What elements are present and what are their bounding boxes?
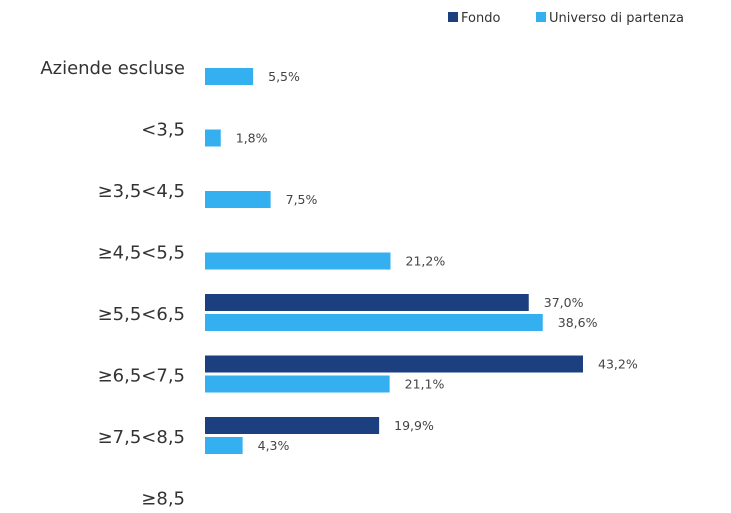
category-labels: Aziende escluse <3,5 ≥3,5<4,5 ≥4,5<5,5 ≥5,5<…: [40, 58, 185, 510]
value-label-universo-5: 21,1%: [405, 377, 445, 392]
bar-fondo-5: [205, 355, 583, 373]
legend-swatch-0: [448, 12, 458, 22]
legend: Fondo Universo di partenza: [448, 11, 684, 26]
category-label-7: ≥8,5: [141, 489, 185, 510]
category-label-3: ≥4,5<5,5: [98, 243, 185, 264]
category-label-0: Aziende escluse: [40, 58, 185, 79]
bar-universo-5: [205, 375, 390, 393]
value-labels: 5,5% 1,8% 7,5% 21,2% 37,0% 38,6% 43,2% 21,1% 19,…: [236, 69, 638, 453]
bar-universo-3: [205, 252, 391, 270]
category-label-5: ≥6,5<7,5: [98, 366, 185, 387]
value-label-universo-6: 4,3%: [258, 438, 290, 453]
legend-label-1: Universo di partenza: [549, 11, 684, 26]
value-label-fondo-6: 19,9%: [394, 418, 434, 433]
category-label-1: <3,5: [141, 120, 185, 141]
bars: [205, 68, 583, 454]
value-label-universo-0: 5,5%: [268, 69, 300, 84]
legend-swatch-1: [536, 12, 546, 22]
bar-fondo-4: [205, 294, 529, 311]
value-label-universo-3: 21,2%: [406, 254, 446, 269]
category-label-6: ≥7,5<8,5: [98, 427, 185, 448]
category-label-2: ≥3,5<4,5: [98, 181, 185, 202]
category-label-4: ≥5,5<6,5: [98, 304, 185, 325]
value-label-universo-2: 7,5%: [286, 192, 318, 207]
value-label-fondo-5: 43,2%: [598, 357, 638, 372]
value-label-universo-4: 38,6%: [558, 315, 598, 330]
bar-universo-2: [205, 191, 271, 208]
bar-fondo-6: [205, 417, 380, 434]
value-label-fondo-4: 37,0%: [544, 295, 584, 310]
bar-universo-6: [205, 437, 243, 454]
bar-universo-0: [205, 68, 254, 85]
value-label-universo-1: 1,8%: [236, 131, 268, 146]
bar-universo-1: [205, 129, 221, 147]
bar-universo-4: [205, 314, 543, 331]
legend-label-0: Fondo: [461, 11, 500, 26]
